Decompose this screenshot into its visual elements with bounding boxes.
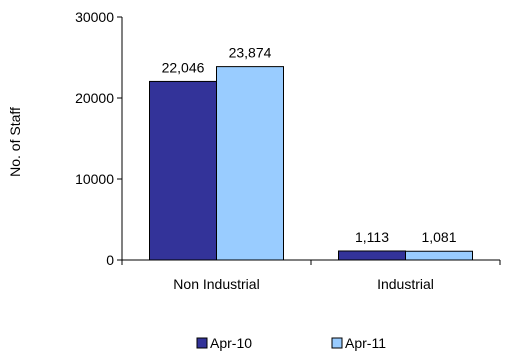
legend-label: Apr-11	[345, 335, 386, 351]
bar	[149, 80, 217, 261]
bars-group	[149, 66, 473, 261]
bar	[338, 250, 406, 261]
bar	[216, 66, 284, 261]
legend-label: Apr-10	[210, 335, 252, 351]
value-labels-group: 22,046 23,874 1,113 1,081	[162, 45, 457, 246]
y-tick-label: 20000	[75, 90, 114, 106]
data-label: 22,046	[162, 59, 205, 75]
x-tick-label: Non Industrial	[173, 276, 259, 292]
y-axis-label: No. of Staff	[7, 107, 23, 177]
y-tick-label: 30000	[75, 9, 114, 25]
legend-swatch	[331, 337, 343, 349]
legend: Apr-10 Apr-11	[196, 335, 386, 351]
x-axis: Non Industrial Industrial	[121, 259, 501, 292]
data-label: 1,113	[355, 229, 389, 245]
data-label: 23,874	[229, 45, 272, 61]
data-label: 1,081	[421, 229, 456, 245]
y-tick-label: 10000	[75, 171, 114, 187]
legend-swatch	[196, 337, 208, 349]
bar	[405, 250, 473, 261]
x-tick-label: Industrial	[377, 276, 434, 292]
y-tick-label: 0	[106, 252, 114, 268]
y-axis: 0 10000 20000 30000	[75, 9, 123, 268]
